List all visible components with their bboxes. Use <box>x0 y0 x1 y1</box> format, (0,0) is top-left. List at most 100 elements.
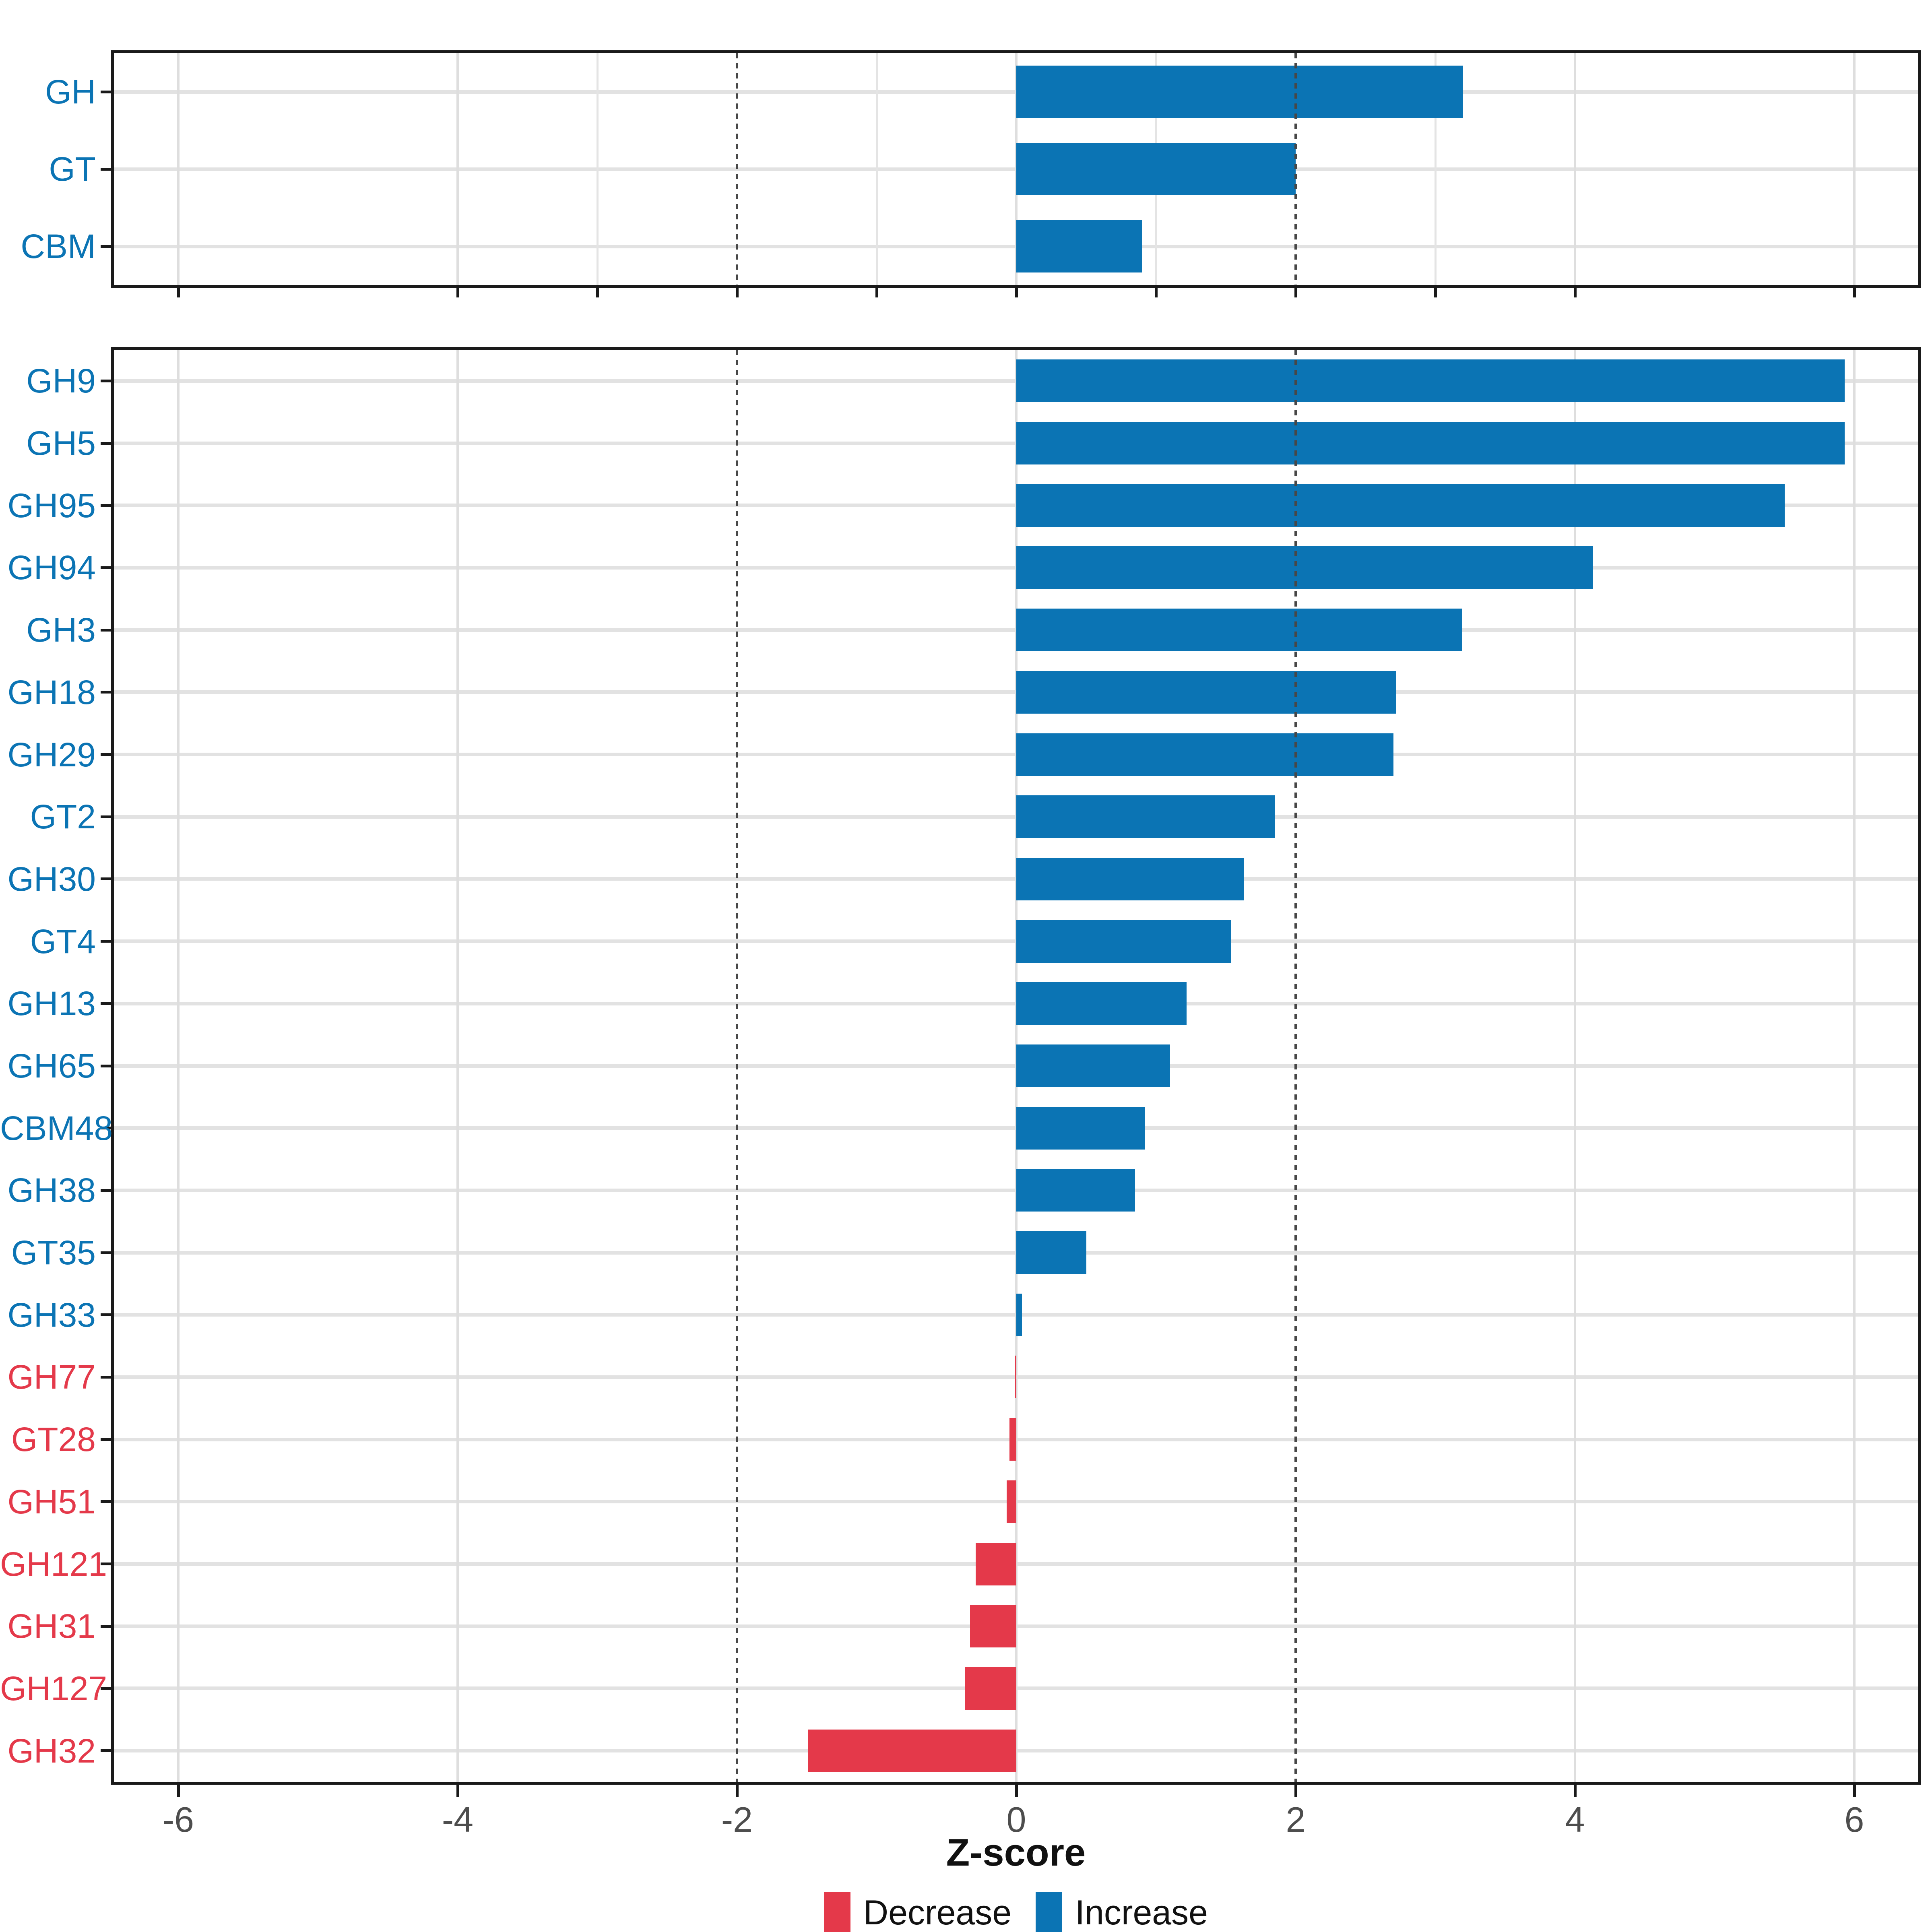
category-label-GH38: GH38 <box>7 1171 96 1210</box>
category-label-GH121: GH121 <box>0 1545 107 1583</box>
legend-swatch-increase <box>1036 1892 1063 1932</box>
y-tick <box>101 691 111 694</box>
legend-item-increase: Increase <box>1036 1892 1208 1932</box>
y-tick <box>101 628 111 632</box>
bar-GH127 <box>964 1667 1016 1710</box>
x-tick <box>1015 1785 1018 1797</box>
grid-line-vertical <box>1574 53 1576 285</box>
dashed-reference-line <box>1294 53 1297 285</box>
y-tick <box>101 1375 111 1379</box>
category-label-GH95: GH95 <box>7 486 96 524</box>
category-label-GH13: GH13 <box>7 985 96 1023</box>
legend-swatch-decrease <box>824 1892 851 1932</box>
grid-line-vertical <box>596 53 599 285</box>
x-tick <box>177 1785 180 1797</box>
category-label-GH3: GH3 <box>26 611 96 649</box>
bar-GT <box>1016 143 1296 195</box>
bar-GT28 <box>1009 1418 1016 1461</box>
category-label-GH18: GH18 <box>7 673 96 711</box>
x-tick <box>1154 288 1158 297</box>
category-label-GT2: GT2 <box>30 798 96 836</box>
bar-GH38 <box>1016 1169 1135 1212</box>
x-tick <box>875 288 878 297</box>
y-tick <box>101 753 111 756</box>
bar-GH29 <box>1016 733 1393 776</box>
top-panel <box>111 50 1921 288</box>
legend-item-decrease: Decrease <box>824 1892 1011 1932</box>
dashed-reference-line <box>1294 350 1297 1782</box>
bar-GH121 <box>976 1542 1016 1585</box>
bar-GH9 <box>1016 359 1845 402</box>
category-label-GT35: GT35 <box>11 1234 96 1272</box>
y-tick <box>101 1189 111 1192</box>
x-tick-label: 6 <box>1844 1800 1864 1839</box>
category-label-GH31: GH31 <box>7 1607 96 1645</box>
y-tick <box>101 167 111 171</box>
x-tick <box>1015 288 1018 297</box>
legend-label-decrease: Decrease <box>863 1893 1012 1932</box>
category-label-GT28: GT28 <box>11 1420 96 1459</box>
bar-GH31 <box>970 1605 1016 1648</box>
x-tick <box>177 288 180 297</box>
category-label-GT4: GT4 <box>30 922 96 960</box>
dashed-reference-line <box>736 53 738 285</box>
category-label-GH9: GH9 <box>26 362 96 400</box>
y-tick <box>101 1313 111 1317</box>
y-tick <box>101 1002 111 1005</box>
grid-line-vertical <box>177 53 180 285</box>
category-label-GT: GT <box>49 150 96 188</box>
category-label-GH30: GH30 <box>7 860 96 898</box>
x-tick-label: 0 <box>1006 1800 1026 1839</box>
bar-GH30 <box>1016 857 1244 900</box>
x-tick <box>1853 1785 1856 1797</box>
category-label-GH29: GH29 <box>7 735 96 774</box>
grid-line-vertical <box>1434 53 1437 285</box>
grid-line-vertical <box>456 53 459 285</box>
x-tick <box>1434 288 1437 297</box>
category-label-GH127: GH127 <box>0 1669 107 1707</box>
category-label-GH33: GH33 <box>7 1296 96 1334</box>
legend: Decrease Increase <box>111 1890 1921 1932</box>
category-label-CBM: CBM <box>21 227 96 265</box>
x-tick-label: 4 <box>1565 1800 1585 1839</box>
bar-GH51 <box>1006 1480 1016 1523</box>
category-label-CBM48: CBM48 <box>0 1109 113 1147</box>
y-tick <box>101 1749 111 1752</box>
bar-GH77 <box>1015 1356 1016 1399</box>
y-tick <box>101 1624 111 1628</box>
category-label-GH65: GH65 <box>7 1047 96 1085</box>
y-tick <box>101 1064 111 1067</box>
bar-CBM48 <box>1016 1106 1145 1150</box>
grid-line-vertical <box>1853 53 1856 285</box>
x-tick <box>1573 288 1577 297</box>
y-tick <box>101 1127 111 1130</box>
bar-GH3 <box>1016 609 1462 652</box>
x-tick <box>735 288 739 297</box>
x-tick <box>1294 1785 1297 1797</box>
x-tick <box>1294 288 1297 297</box>
bar-GT2 <box>1016 795 1275 838</box>
y-tick <box>101 442 111 445</box>
category-label-GH51: GH51 <box>7 1482 96 1521</box>
x-tick-label: -6 <box>162 1800 194 1839</box>
bar-GH94 <box>1016 546 1593 589</box>
category-label-GH32: GH32 <box>7 1732 96 1770</box>
bar-GH18 <box>1016 671 1396 714</box>
x-tick <box>456 288 459 297</box>
y-tick <box>101 245 111 248</box>
y-tick <box>101 90 111 93</box>
x-tick <box>456 1785 459 1797</box>
y-tick <box>101 566 111 569</box>
dashed-reference-line <box>736 350 738 1782</box>
y-tick <box>101 1251 111 1254</box>
bar-GT35 <box>1016 1231 1086 1274</box>
y-tick <box>101 1687 111 1690</box>
bottom-panel <box>111 347 1921 1785</box>
category-label-GH5: GH5 <box>26 424 96 462</box>
y-tick <box>101 1438 111 1441</box>
y-tick <box>101 379 111 382</box>
x-tick <box>1573 1785 1577 1797</box>
x-tick-label: 2 <box>1286 1800 1306 1839</box>
grid-line-vertical <box>875 53 878 285</box>
bar-GH33 <box>1016 1293 1022 1336</box>
